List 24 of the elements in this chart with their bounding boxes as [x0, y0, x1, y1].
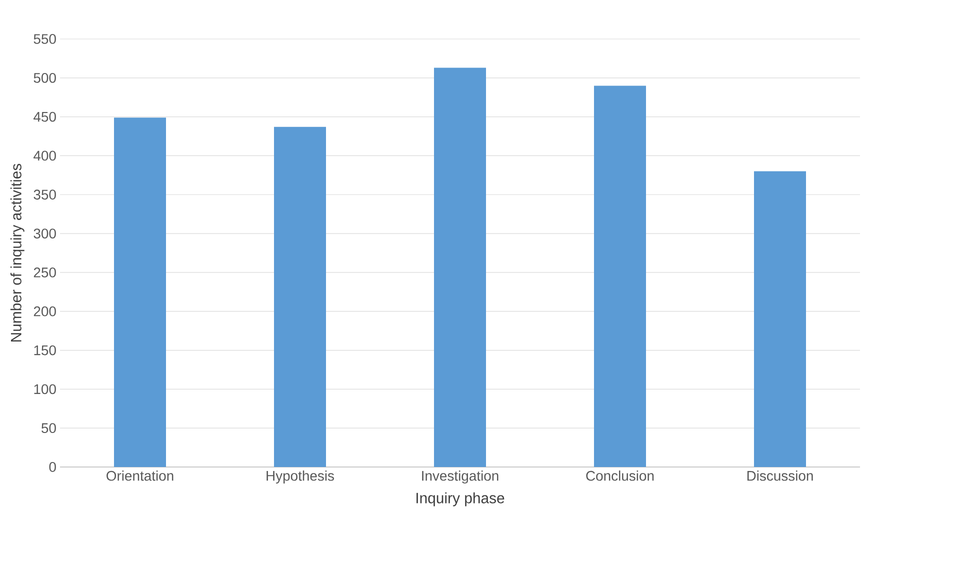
y-tick-label: 350 [34, 190, 56, 200]
x-tick-label: Hypothesis [266, 470, 334, 484]
y-tick-label: 300 [34, 228, 56, 238]
bar [754, 171, 806, 467]
bar [274, 126, 326, 467]
y-tick-label: 500 [34, 72, 56, 83]
y-tick-label: 150 [34, 345, 56, 356]
y-tick-label: 50 [42, 423, 56, 434]
y-tick-label: 0 [49, 462, 56, 472]
x-axis-title: Inquiry phase [416, 492, 504, 506]
bar [114, 118, 166, 467]
y-axis-title: Number of inquiry activities [10, 164, 24, 342]
x-tick-label: Orientation [106, 470, 174, 481]
y-tick-label: 450 [34, 112, 56, 122]
y-tick-label: 550 [34, 34, 56, 44]
y-tick-label: 100 [34, 384, 56, 394]
bar [434, 68, 486, 467]
bar [594, 86, 646, 467]
y-tick-label: 250 [34, 268, 56, 278]
x-tick-label: Investigation [422, 470, 498, 484]
y-tick-label: 200 [34, 306, 56, 316]
x-tick-label: Discussion [747, 470, 813, 481]
y-tick-label: 400 [34, 150, 56, 161]
x-tick-label: Conclusion [586, 470, 654, 481]
